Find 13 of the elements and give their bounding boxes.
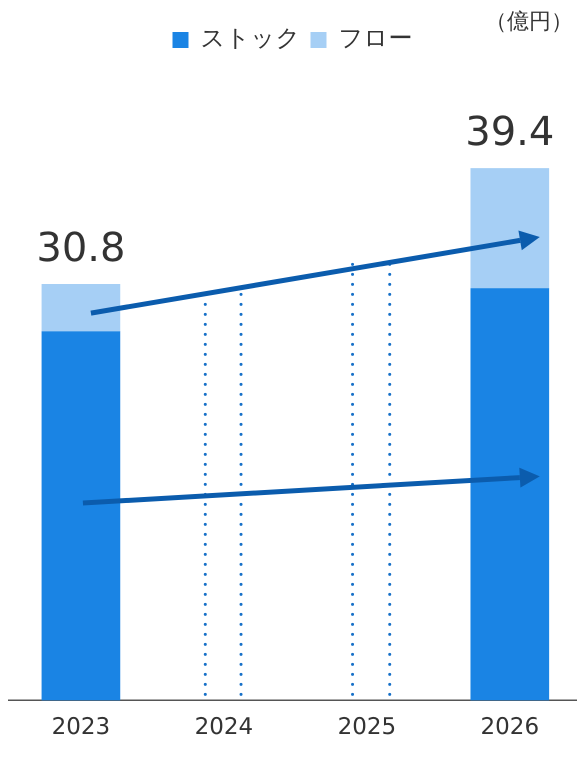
x-tick-label: 2024 [194,714,254,740]
legend-label: フロー [338,24,412,52]
x-tick-label: 2023 [52,714,110,740]
x-tick-label: 2026 [480,714,540,740]
text: （億円） [485,10,573,35]
bar [470,288,550,700]
annotation: 30.8 [36,224,126,271]
legend-label: ストック [200,24,300,52]
x-tick-label: 2025 [338,714,396,740]
bar [470,168,550,289]
bar [42,331,120,700]
annotation: 39.4 [465,108,554,155]
bar [42,284,120,332]
